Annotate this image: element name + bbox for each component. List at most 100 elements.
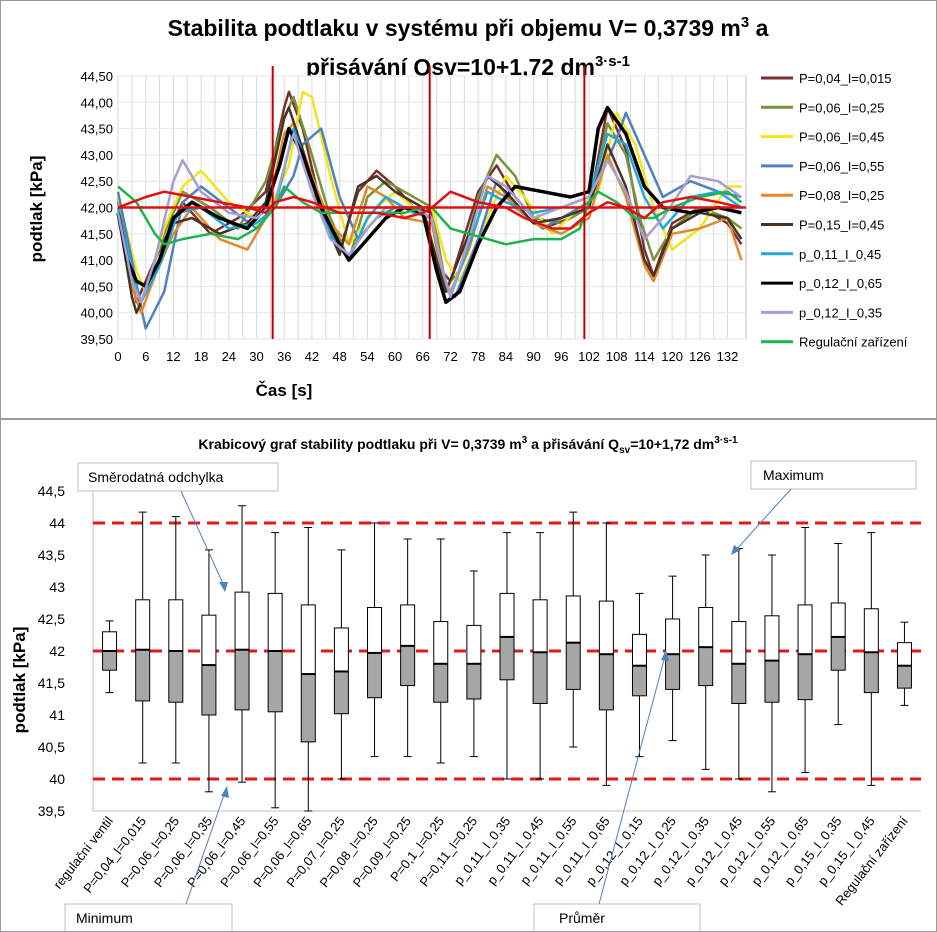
y-tick-label: 39,5 xyxy=(38,803,65,819)
y-tick-label: 41,00 xyxy=(80,253,113,268)
box-lower xyxy=(863,651,879,694)
line-chart-y-axis-label: podtlak [kPa] xyxy=(27,156,46,263)
x-tick-label: 120 xyxy=(661,349,683,364)
box-lower xyxy=(731,663,747,704)
y-tick-label: 40,50 xyxy=(80,279,113,294)
box-17 xyxy=(665,575,681,742)
y-tick-label: 41 xyxy=(49,707,65,723)
line-chart-y-ticks: 39,50 40,00 40,50 41,00 41,50 42,00 42,50 43,00… xyxy=(80,69,113,347)
box-chart-category-labels: regulační ventilP=0,04_I=0,015P=0,06_I=0… xyxy=(50,813,911,908)
box-15 xyxy=(598,522,614,786)
box-upper xyxy=(333,627,349,672)
x-tick-label: 132 xyxy=(717,349,739,364)
box-2 xyxy=(168,516,184,764)
box-5 xyxy=(267,532,283,809)
box-upper xyxy=(135,599,151,651)
legend-entry: p_0,12_I_0,65 xyxy=(799,276,882,291)
box-chart-reference-lines xyxy=(93,521,921,781)
box-upper xyxy=(896,642,912,667)
y-tick-label: 42 xyxy=(49,643,65,659)
annotation-minimum: Minimum xyxy=(64,786,233,931)
box-13 xyxy=(532,532,548,780)
y-tick-label: 40,00 xyxy=(80,306,113,321)
annotation-mean-text: Průměr xyxy=(559,910,605,926)
box-upper xyxy=(234,591,250,651)
legend-entry: p_0,11_I_0,45 xyxy=(799,247,881,262)
y-tick-label: 44 xyxy=(49,515,65,531)
x-tick-label: 30 xyxy=(249,349,263,364)
box-lower xyxy=(830,636,846,671)
box-24 xyxy=(896,621,912,706)
legend-entry: P=0,15_I=0,45 xyxy=(799,218,884,233)
box-lower xyxy=(201,664,217,716)
box-chart-panel: Krabicový graf stability podtlaku při V=… xyxy=(0,419,937,932)
line-chart: Stabilita podtlaku v systému při objemu … xyxy=(27,14,908,400)
y-tick-label: 44,50 xyxy=(80,69,113,84)
box-upper xyxy=(830,602,846,638)
box-lower xyxy=(433,663,449,703)
legend-entry: P=0,06_I=0,25 xyxy=(799,100,884,115)
line-chart-vertical-markers xyxy=(271,66,586,339)
y-tick-label: 40 xyxy=(49,771,65,787)
box-10 xyxy=(433,538,449,764)
x-tick-label: 12 xyxy=(166,349,180,364)
box-lower xyxy=(267,650,283,713)
box-lower xyxy=(333,670,349,715)
box-19 xyxy=(731,548,747,780)
line-chart-x-axis-label: Čas [s] xyxy=(256,381,313,400)
box-21 xyxy=(797,526,813,774)
box-4 xyxy=(234,505,250,783)
annotation-maximum: Maximum xyxy=(731,460,917,555)
line-chart-legend: P=0,04_I=0,015 P=0,06_I=0,25 P=0,06_I=0,45… xyxy=(761,71,908,350)
box-20 xyxy=(764,554,780,793)
box-lower xyxy=(102,650,118,671)
legend-entry: P=0,06_I=0,55 xyxy=(799,159,884,174)
x-tick-label: 6 xyxy=(142,349,149,364)
y-tick-label: 42,00 xyxy=(80,201,113,216)
box-upper xyxy=(631,633,647,667)
line-chart-title-line1: Stabilita podtlaku v systému při objemu … xyxy=(168,14,769,41)
box-22 xyxy=(830,542,846,726)
annotation-std-dev-text: Směrodatná odchylka xyxy=(88,469,224,485)
box-lower xyxy=(896,665,912,689)
x-tick-label: 66 xyxy=(416,349,430,364)
y-tick-label: 44,00 xyxy=(80,95,113,110)
legend-entry: Regulační zařízení xyxy=(799,335,908,350)
line-chart-panel: Stabilita podtlaku v systému při objemu … xyxy=(0,0,937,419)
box-18 xyxy=(698,554,714,770)
box-upper xyxy=(532,599,548,653)
legend-entry: P=0,06_I=0,45 xyxy=(799,130,884,145)
box-upper xyxy=(168,599,184,652)
box-9 xyxy=(400,538,416,758)
box-lower xyxy=(631,665,647,697)
box-lower xyxy=(764,660,780,703)
legend-entry: P=0,04_I=0,015 xyxy=(799,71,892,86)
annotation-maximum-text: Maximum xyxy=(763,467,824,483)
series-line-5 xyxy=(116,106,743,314)
box-chart-y-axis-label: podtlak [kPa] xyxy=(10,627,29,734)
box-lower xyxy=(499,636,515,681)
x-tick-label: 48 xyxy=(332,349,346,364)
box-12 xyxy=(499,532,515,780)
x-tick-label: 78 xyxy=(471,349,485,364)
x-tick-label: 0 xyxy=(114,349,121,364)
y-tick-label: 41,5 xyxy=(38,675,65,691)
box-lower xyxy=(532,651,548,704)
box-upper xyxy=(367,606,383,654)
box-upper xyxy=(565,595,581,644)
box-upper xyxy=(598,600,614,655)
y-tick-label: 39,50 xyxy=(80,332,113,347)
y-tick-label: 41,50 xyxy=(80,227,113,242)
x-tick-label: 108 xyxy=(606,349,628,364)
box-chart-title: Krabicový graf stability podtlaku při V=… xyxy=(198,435,738,456)
box-1 xyxy=(135,511,151,764)
box-upper xyxy=(433,621,449,665)
box-chart: Krabicový graf stability podtlaku při V=… xyxy=(10,435,921,931)
x-tick-label: 24 xyxy=(222,349,236,364)
y-tick-label: 43,50 xyxy=(80,122,113,137)
series-line-4 xyxy=(116,122,743,314)
box-6 xyxy=(300,526,316,812)
box-7 xyxy=(333,549,349,780)
box-14 xyxy=(565,511,581,748)
legend-entry: p_0,12_I_0,35 xyxy=(799,305,882,320)
